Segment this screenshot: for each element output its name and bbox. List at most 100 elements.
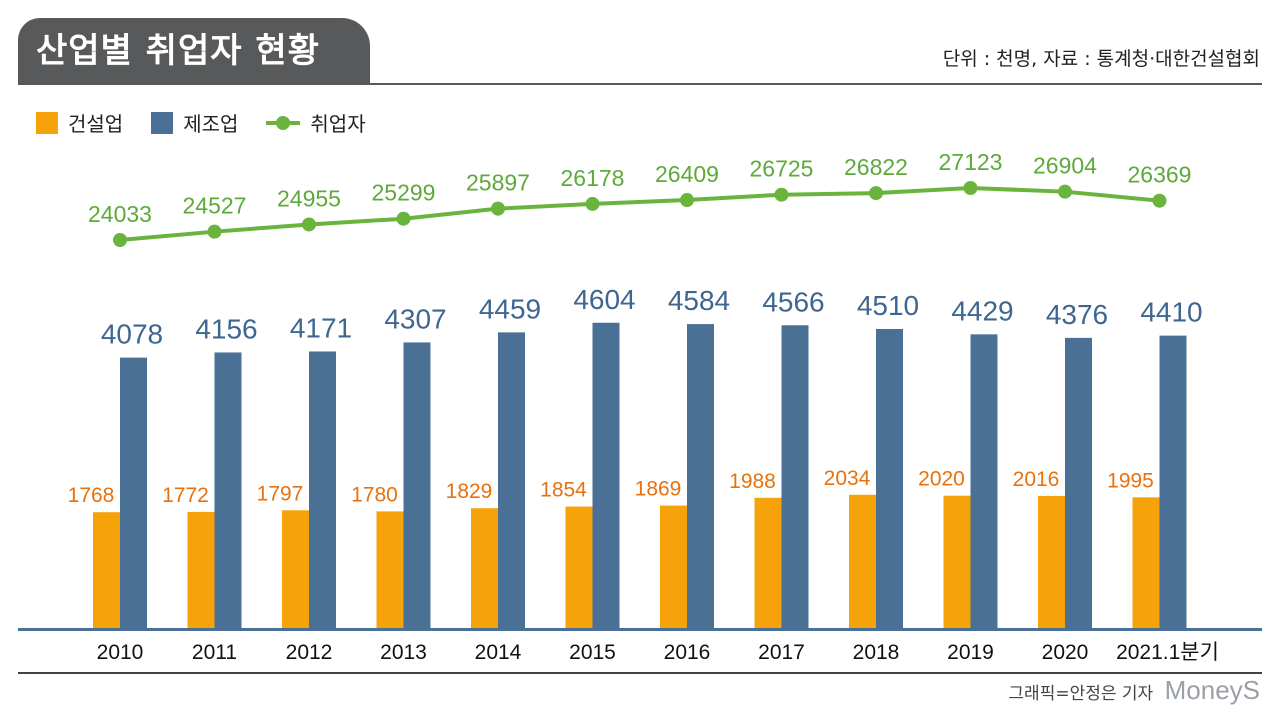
- label-employed-5: 26178: [561, 165, 625, 191]
- bar-manufacturing-1: [214, 352, 242, 628]
- bar-manufacturing-3: [403, 342, 431, 628]
- legend-swatch-construction: [36, 111, 58, 134]
- bar-construction-9: [943, 495, 971, 628]
- watermark-logo: MoneyS: [1164, 675, 1260, 705]
- point-employed-6: [680, 193, 694, 208]
- x-tick-label-11: 2021.1분기: [1116, 641, 1219, 664]
- label-employed-6: 26409: [655, 161, 719, 187]
- point-employed-1: [207, 224, 222, 239]
- x-tick-label-6: 2016: [664, 641, 711, 664]
- unit-note: 단위 : 천명, 자료 : 통계청·대한건설협회: [942, 48, 1260, 70]
- legend-label-construction: 건설업: [68, 112, 124, 136]
- point-employed-5: [585, 196, 600, 211]
- bar-construction-5: [565, 506, 593, 628]
- x-tick-label-7: 2017: [758, 641, 805, 664]
- legend: 건설업 제조업 취업자: [36, 108, 366, 137]
- bar-manufacturing-2: [309, 351, 336, 628]
- label-manufacturing-11: 4410: [1140, 297, 1202, 328]
- label-construction-8: 2034: [824, 467, 871, 490]
- label-employed-0: 24033: [88, 201, 152, 227]
- point-employed-11: [1152, 193, 1167, 208]
- label-manufacturing-1: 4156: [195, 313, 257, 344]
- label-employed-9: 27123: [939, 149, 1003, 175]
- title-rule: [18, 83, 1262, 85]
- label-manufacturing-10: 4376: [1046, 299, 1108, 330]
- label-construction-10: 2016: [1013, 468, 1060, 491]
- credit-text: 그래픽=안정은 기자: [1008, 684, 1154, 704]
- x-tick-label-1: 2011: [192, 641, 237, 664]
- legend-label-employed: 취업자: [310, 112, 366, 136]
- label-employed-10: 26904: [1033, 153, 1097, 179]
- x-tick-label-3: 2013: [380, 641, 427, 664]
- label-employed-11: 26369: [1128, 162, 1192, 188]
- x-tick-label-2: 2012: [286, 641, 333, 664]
- bar-construction-11: [1132, 497, 1160, 628]
- credit: 그래픽=안정은 기자 MoneyS: [1008, 675, 1260, 706]
- label-employed-1: 24527: [183, 193, 247, 219]
- point-employed-3: [396, 211, 411, 226]
- bar-manufacturing-6: [687, 324, 714, 628]
- label-employed-7: 26725: [750, 156, 814, 182]
- legend-label-manufacturing: 제조업: [183, 112, 239, 136]
- legend-item-manufacturing: 제조업: [151, 108, 238, 137]
- line-employed: [119, 185, 1160, 242]
- label-construction-1: 1772: [162, 484, 209, 507]
- bar-manufacturing-4: [498, 332, 525, 628]
- label-construction-5: 1854: [540, 479, 587, 502]
- bar-manufacturing-8: [876, 328, 903, 628]
- bar-manufacturing-0: [120, 357, 147, 628]
- label-construction-2: 1797: [257, 482, 304, 505]
- chart-title: 산업별 취업자 현황: [18, 18, 370, 84]
- bar-manufacturing-5: [592, 322, 620, 628]
- label-manufacturing-5: 4604: [573, 284, 635, 315]
- x-tick-label-4: 2014: [475, 641, 522, 664]
- x-tick-label-8: 2018: [853, 641, 900, 664]
- label-manufacturing-6: 4584: [668, 285, 730, 316]
- point-employed-7: [774, 187, 789, 202]
- bar-manufacturing-7: [781, 325, 809, 628]
- label-manufacturing-0: 4078: [101, 319, 163, 350]
- bar-manufacturing-11: [1159, 335, 1187, 628]
- legend-item-construction: 건설업: [36, 108, 123, 137]
- label-construction-4: 1829: [446, 480, 493, 503]
- label-construction-9: 2020: [918, 468, 965, 491]
- bar-construction-1: [187, 511, 215, 628]
- label-manufacturing-8: 4510: [857, 290, 919, 321]
- label-employed-2: 24955: [277, 185, 341, 211]
- point-employed-4: [491, 201, 505, 216]
- label-employed-3: 25299: [372, 180, 436, 206]
- x-axis-line: [18, 628, 1262, 631]
- label-construction-3: 1780: [351, 483, 398, 506]
- bar-construction-7: [754, 497, 782, 628]
- point-employed-10: [1058, 184, 1072, 199]
- bar-construction-6: [660, 505, 687, 628]
- label-construction-6: 1869: [635, 478, 682, 501]
- bar-construction-4: [471, 508, 498, 628]
- bar-construction-3: [376, 511, 404, 628]
- point-employed-8: [869, 186, 883, 201]
- bottom-rule: [18, 672, 1262, 674]
- legend-item-employed: 취업자: [266, 108, 366, 137]
- legend-swatch-manufacturing: [151, 111, 174, 134]
- legend-swatch-employed: [266, 112, 301, 134]
- bar-construction-0: [93, 512, 120, 628]
- bar-construction-10: [1038, 495, 1065, 628]
- label-manufacturing-3: 4307: [384, 303, 446, 334]
- point-employed-0: [113, 233, 127, 247]
- label-manufacturing-4: 4459: [479, 293, 541, 324]
- x-tick-label-9: 2019: [947, 641, 994, 664]
- bar-construction-2: [282, 510, 309, 628]
- point-employed-9: [963, 181, 978, 195]
- x-tick-label-0: 2010: [97, 641, 144, 664]
- bar-construction-8: [849, 494, 876, 628]
- bar-manufacturing-10: [1065, 337, 1092, 628]
- label-construction-7: 1988: [729, 470, 776, 493]
- label-employed-4: 25897: [466, 170, 530, 196]
- label-manufacturing-9: 4429: [951, 295, 1013, 326]
- label-manufacturing-7: 4566: [762, 286, 824, 317]
- label-construction-11: 1995: [1107, 469, 1154, 492]
- x-tick-label-5: 2015: [569, 641, 616, 664]
- x-tick-label-10: 2020: [1042, 641, 1089, 664]
- label-employed-8: 26822: [844, 154, 908, 180]
